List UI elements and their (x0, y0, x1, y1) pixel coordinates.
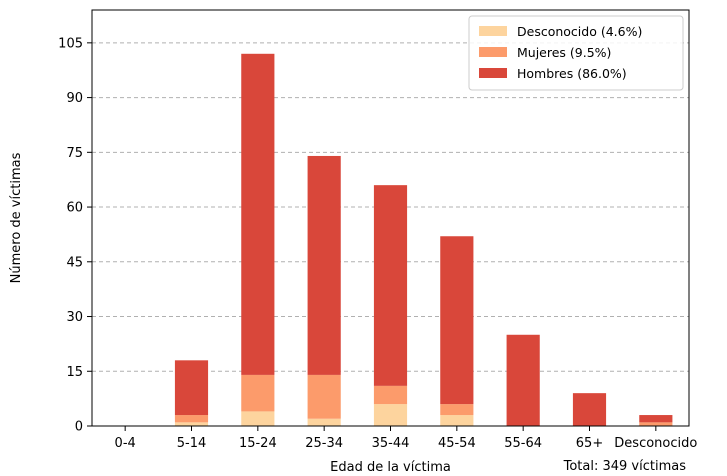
bar-segment (241, 374, 275, 412)
legend-swatch (479, 68, 507, 78)
y-tick-label: 45 (66, 255, 83, 270)
x-tick-label: 35-44 (372, 436, 410, 451)
y-axis-label: Número de víctimas (9, 152, 24, 283)
plot-frame (91, 9, 690, 427)
legend-swatch (479, 26, 507, 36)
y-axis-ticks: 0 15 30 45 60 75 90 105 (58, 36, 92, 435)
total-victims-note: Total: 349 víctimas (563, 459, 687, 474)
y-tick-label: 30 (66, 310, 83, 325)
y-tick-label: 105 (58, 36, 83, 51)
bar-segment (241, 411, 275, 426)
legend-box (468, 15, 684, 91)
x-axis-ticks: 0-4 5-14 15-24 25-34 35-44 45-54 55-64 65+ Desco… (115, 426, 697, 451)
legend-label: Mujeres (9.5%) (517, 45, 611, 60)
bar-segment (373, 385, 408, 405)
bar-segment (307, 418, 341, 426)
y-tick-label: 0 (75, 420, 83, 435)
bar-segment (307, 374, 341, 419)
bar-segment (174, 422, 209, 426)
bar-segment (174, 415, 209, 423)
x-tick-label: 25-34 (305, 436, 343, 451)
bar-segment (639, 422, 673, 426)
bar-segment (440, 236, 474, 405)
bar-segment (440, 415, 474, 426)
x-tick-label: Desconocido (614, 436, 697, 451)
x-tick-label: 0-4 (115, 436, 136, 451)
x-tick-label: 5-14 (177, 436, 207, 451)
y-tick-label: 90 (66, 91, 83, 106)
bar-segment (506, 334, 540, 426)
legend-label: Desconocido (4.6%) (517, 24, 642, 39)
y-tick-label: 75 (66, 146, 83, 161)
y-tick-label: 15 (66, 365, 83, 380)
legend-label: Hombres (86.0%) (517, 66, 627, 81)
bar-segment (373, 404, 408, 426)
bar-segment (572, 393, 607, 426)
bar-segment (241, 53, 275, 375)
x-tick-label: 15-24 (239, 436, 277, 451)
y-tick-label: 60 (66, 201, 83, 216)
x-tick-label: 45-54 (438, 436, 476, 451)
x-axis-label: Edad de la víctima (330, 460, 451, 475)
legend-swatch (479, 47, 507, 57)
bar-segment (174, 360, 209, 416)
bar-segment (307, 155, 341, 375)
bar-segment (639, 415, 673, 423)
x-tick-label: 65+ (576, 436, 603, 451)
bar-segment (440, 404, 474, 416)
bars-group (174, 53, 673, 426)
legend: Desconocido (4.6%) Mujeres (9.5%) Hombres … (468, 15, 684, 91)
x-tick-label: 55-64 (504, 436, 542, 451)
bar-segment (373, 185, 408, 386)
